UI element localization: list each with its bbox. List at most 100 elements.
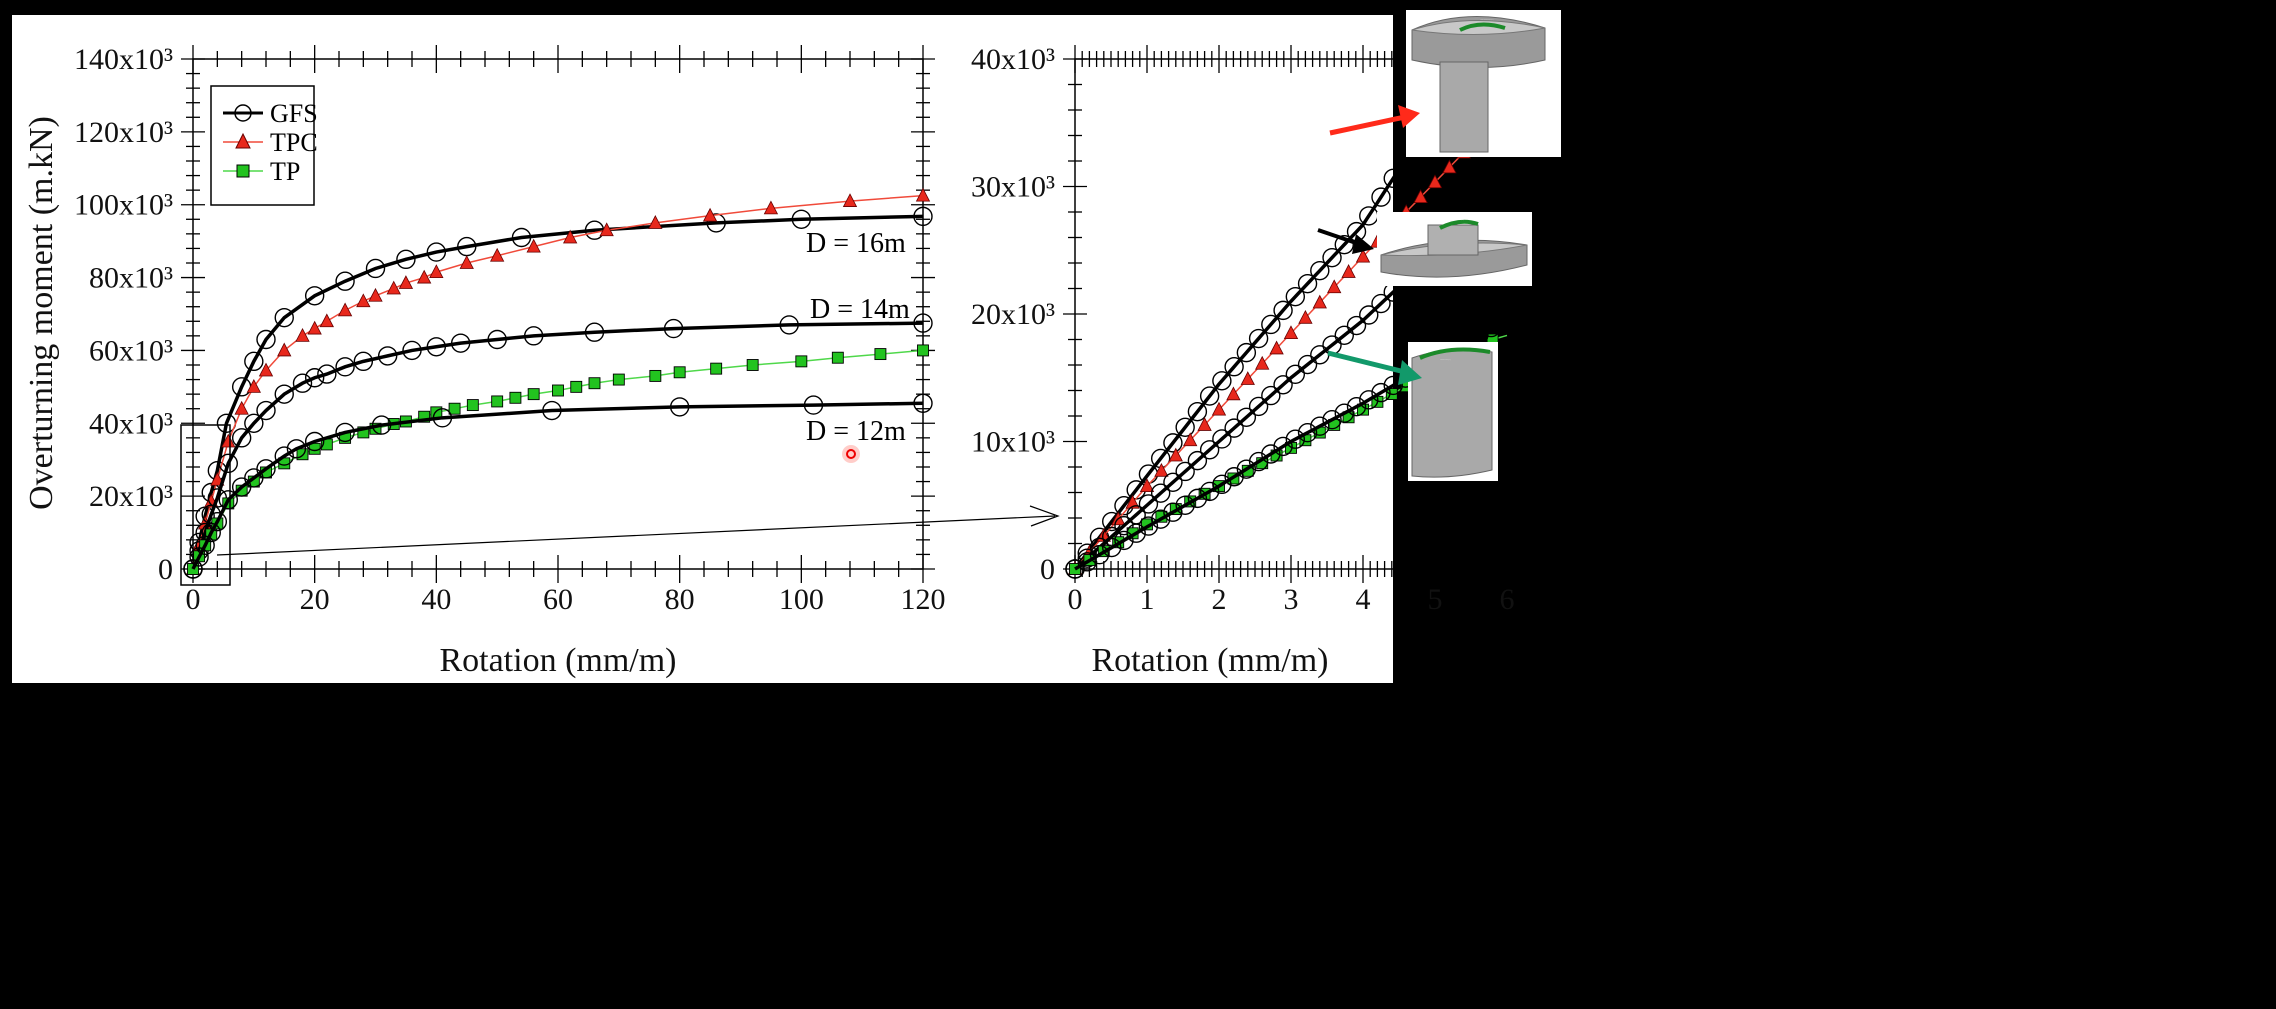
y-tick-label: 20x10³ bbox=[971, 298, 1055, 331]
data-point-triangle bbox=[429, 264, 444, 279]
y-tick-label: 120x10³ bbox=[74, 116, 173, 149]
legend-item-tp: TP bbox=[223, 157, 300, 186]
data-point-triangle bbox=[1442, 159, 1457, 174]
x-tick-label: 0 bbox=[186, 583, 201, 616]
data-point-triangle bbox=[490, 247, 505, 262]
data-point-circle bbox=[274, 446, 294, 466]
data-point-circle bbox=[426, 337, 447, 357]
data-point-circle bbox=[1199, 481, 1220, 502]
data-point-circle bbox=[669, 397, 690, 417]
data-point-circle bbox=[1371, 382, 1391, 403]
series-line bbox=[192, 194, 924, 570]
data-point-triangle bbox=[459, 255, 474, 269]
data-point-square bbox=[466, 399, 479, 412]
data-point-circle bbox=[1224, 418, 1244, 438]
data-point-square bbox=[874, 348, 887, 361]
data-point-circle bbox=[1346, 315, 1367, 336]
series-line bbox=[191, 321, 924, 570]
data-point-triangle bbox=[277, 342, 292, 357]
data-point-triangle bbox=[1125, 494, 1140, 509]
data-point-square bbox=[588, 377, 601, 390]
data-point-circle bbox=[1224, 357, 1244, 377]
data-point-circle bbox=[1163, 502, 1183, 522]
data-point-circle bbox=[1359, 305, 1379, 325]
data-point-circle bbox=[1248, 328, 1269, 349]
data-point-triangle bbox=[319, 313, 334, 328]
y-tick-label: 0 bbox=[158, 553, 173, 586]
data-point-triangle bbox=[1168, 447, 1183, 462]
left-chart: 0 20 40 60 80 100 120 0 20x10³ 40x10³ 60x10³ 80x10³… bbox=[74, 43, 946, 616]
data-point-triangle bbox=[1413, 189, 1428, 204]
arrowhead-icon bbox=[1029, 505, 1060, 527]
data-point-triangle bbox=[386, 280, 401, 295]
x-tick-label: 0 bbox=[1068, 583, 1083, 616]
data-point-circle bbox=[1163, 433, 1183, 453]
annotation-d12: D = 12m bbox=[806, 416, 906, 447]
y-tick-label: 30x10³ bbox=[971, 171, 1055, 204]
data-point-circle bbox=[292, 373, 313, 393]
legend: GFS TPC TP bbox=[210, 85, 318, 206]
data-point-circle bbox=[335, 271, 355, 291]
data-point-square bbox=[509, 391, 522, 404]
data-point-circle bbox=[1297, 273, 1318, 294]
image-tp-mesh: cylindrical pile mesh (TP) bbox=[1408, 342, 1498, 481]
y-tick-label: 40x10³ bbox=[89, 407, 173, 440]
data-point-circle bbox=[1273, 375, 1293, 395]
data-point-circle bbox=[1310, 416, 1330, 436]
data-point-triangle bbox=[599, 222, 614, 237]
svg-text:disc footing with pile mesh (G: disc footing with pile mesh (GFS) bbox=[1450, 218, 1464, 221]
data-point-triangle bbox=[1255, 355, 1270, 370]
data-point-triangle bbox=[1355, 248, 1371, 263]
y-tick-label: 100x10³ bbox=[74, 189, 173, 222]
data-point-circle bbox=[304, 286, 325, 306]
x-axis-label-right: Rotation (mm/m) bbox=[1091, 642, 1328, 679]
data-point-triangle bbox=[1427, 174, 1443, 189]
pointer-arrow-red bbox=[1329, 105, 1420, 136]
data-point-circle bbox=[1114, 530, 1134, 551]
data-point-circle bbox=[377, 346, 398, 366]
series-gfs-12m bbox=[183, 393, 933, 579]
data-point-circle bbox=[706, 213, 726, 233]
data-point-circle bbox=[274, 384, 294, 404]
image-tpc-mesh: T-shaped foundation mesh (TPC) bbox=[1406, 10, 1561, 157]
data-point-triangle bbox=[1154, 462, 1169, 477]
x-tick-label: 4 bbox=[1356, 583, 1371, 616]
data-point-square bbox=[491, 395, 504, 408]
data-point-circle bbox=[426, 242, 447, 262]
x-axis-label-left: Rotation (mm/m) bbox=[439, 642, 676, 679]
data-point-circle bbox=[1236, 342, 1257, 363]
data-point-circle bbox=[523, 326, 544, 346]
data-point-circle bbox=[244, 351, 264, 372]
data-point-circle bbox=[396, 249, 416, 270]
data-point-circle bbox=[1297, 423, 1318, 443]
data-point-circle bbox=[1334, 234, 1354, 255]
data-point-circle bbox=[335, 422, 355, 443]
y-tick-label: 80x10³ bbox=[89, 262, 173, 295]
data-point-circle bbox=[1273, 436, 1293, 457]
data-point-circle bbox=[913, 313, 933, 333]
data-point-circle bbox=[913, 393, 933, 413]
data-point-circle bbox=[256, 400, 276, 421]
data-point-circle bbox=[201, 522, 221, 543]
data-point-circle bbox=[1224, 467, 1244, 487]
data-point-triangle bbox=[221, 433, 236, 448]
data-point-circle bbox=[231, 428, 252, 448]
pointer-arrow-black bbox=[1317, 228, 1374, 254]
data-point-circle bbox=[1248, 396, 1269, 417]
data-point-circle bbox=[1212, 474, 1232, 495]
data-point-triangle bbox=[1312, 294, 1327, 309]
data-point-circle bbox=[1187, 488, 1208, 509]
x-tick-label: 20 bbox=[300, 583, 330, 616]
data-point-circle bbox=[274, 307, 294, 328]
data-point-triangle bbox=[1183, 432, 1198, 447]
data-point-triangle bbox=[1211, 401, 1227, 416]
data-point-triangle bbox=[563, 229, 578, 244]
legend-item-gfs: GFS bbox=[223, 99, 318, 128]
data-point-triangle bbox=[337, 302, 353, 317]
data-point-circle bbox=[365, 258, 386, 279]
x-tick-label: 2 bbox=[1212, 583, 1227, 616]
y-tick-label: 140x10³ bbox=[74, 43, 173, 76]
data-point-circle bbox=[218, 453, 238, 474]
data-point-triangle bbox=[915, 187, 931, 202]
data-point-circle bbox=[1248, 451, 1269, 472]
